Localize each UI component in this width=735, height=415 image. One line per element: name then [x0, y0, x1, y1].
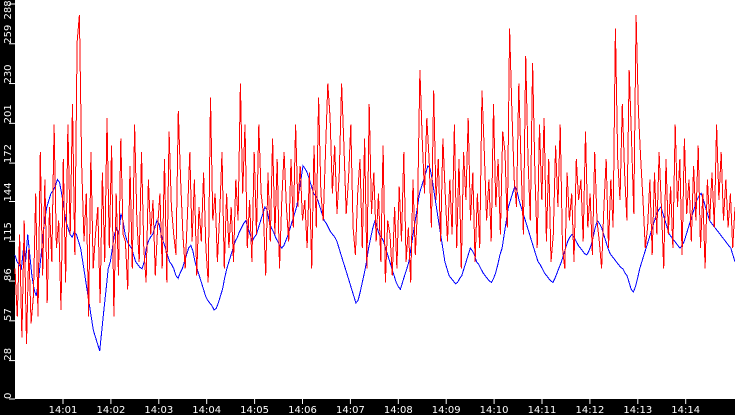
y-axis-strip — [0, 0, 15, 415]
y-tick-label: 259 — [3, 25, 14, 44]
y-tick-label: 86 — [3, 268, 14, 281]
red-series-line — [14, 14, 735, 345]
x-axis-strip — [0, 399, 735, 415]
x-tick-label: 14:09 — [432, 405, 461, 415]
y-tick-label: 57 — [3, 308, 14, 321]
x-axis: 14:01 14:02 14:03 14:04 14:05 14:06 14:07 14:08… — [49, 399, 700, 415]
series-layer — [14, 14, 735, 352]
x-tick-label: 14:10 — [480, 405, 509, 415]
x-tick-label: 14:11 — [528, 405, 557, 415]
x-tick-label: 14:02 — [96, 405, 125, 415]
y-tick-label: 115 — [3, 222, 14, 241]
x-tick-label: 14:08 — [384, 405, 413, 415]
x-tick-label: 14:01 — [49, 405, 78, 415]
x-tick-label: 14:12 — [575, 405, 604, 415]
y-tick-label: 201 — [3, 104, 14, 123]
y-tick-label: 28 — [3, 348, 14, 361]
y-tick-label: 0 — [3, 393, 14, 399]
y-tick-label: 230 — [3, 64, 14, 83]
y-tick-label: 288 — [3, 0, 14, 19]
x-tick-label: 14:07 — [336, 405, 365, 415]
x-tick-label: 14:04 — [192, 405, 221, 415]
x-tick-label: 14:14 — [671, 405, 700, 415]
x-tick-label: 14:05 — [240, 405, 269, 415]
x-tick-label: 14:06 — [288, 405, 317, 415]
x-tick-label: 14:13 — [623, 405, 652, 415]
y-tick-label: 144 — [3, 182, 14, 201]
y-axis: 0 28 57 86 115 144 172 201 230 259 288 — [3, 0, 15, 400]
y-tick-label: 172 — [3, 144, 14, 163]
x-tick-label: 14:03 — [144, 405, 173, 415]
